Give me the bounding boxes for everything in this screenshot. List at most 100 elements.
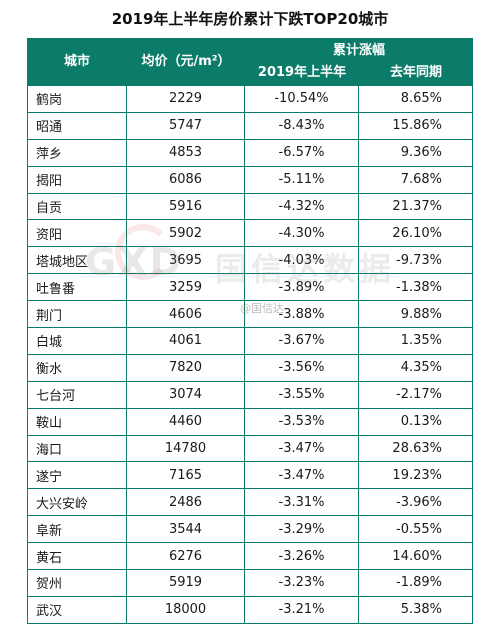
table-title: 2019年上半年房价累计下跌TOP20城市	[111, 10, 389, 28]
table-row: 大兴安岭 2486 -3.31% -3.96%	[28, 489, 472, 517]
cell-h1: -4.32%	[245, 193, 359, 220]
cell-h1: -3.26%	[245, 543, 359, 570]
cell-price: 7820	[127, 354, 245, 381]
cell-h1: -10.54%	[245, 86, 359, 112]
table-row: 塔城地区 3695 -4.03% -9.73%	[28, 247, 472, 275]
cell-yoy: 14.60%	[392, 548, 442, 564]
cell-price: 4061	[127, 328, 245, 354]
table-row: 资阳 5902 -4.30% 26.10%	[28, 220, 472, 248]
table-body: 鹤岗 2229 -10.54% 8.65% 昭通 5747 -8.43% 15.86% 萍乡 48…	[27, 86, 473, 624]
cell-city: 黄石	[28, 543, 127, 570]
cell-price: 3259	[127, 274, 245, 301]
ranking-table: 城市 均价（元/m²） 累计涨幅 2019年上半年 去年同期 鹤岗 2229 -10…	[27, 38, 473, 624]
table-row: 衡水 7820 -3.56% 4.35%	[28, 354, 472, 382]
cell-city: 萍乡	[28, 139, 127, 166]
table-row: 七台河 3074 -3.55% -2.17%	[28, 381, 472, 409]
cell-h1: -8.43%	[245, 112, 359, 139]
cell-city: 大兴安岭	[28, 489, 127, 516]
cell-yoy: -0.55%	[396, 521, 442, 537]
cell-price: 5902	[127, 220, 245, 247]
cell-yoy: 7.68%	[400, 172, 442, 188]
cell-city: 阜新	[28, 516, 127, 543]
cell-city: 七台河	[28, 381, 127, 408]
cell-h1: -3.23%	[245, 570, 359, 596]
cell-yoy: 26.10%	[392, 225, 442, 241]
header-same-period-last-year: 去年同期	[389, 65, 442, 80]
cell-price: 2486	[127, 489, 245, 516]
cell-city: 吐鲁番	[28, 274, 127, 301]
cell-price: 18000	[127, 596, 245, 623]
table-row: 贺州 5919 -3.23% -1.89%	[28, 570, 472, 597]
cell-price: 14780	[127, 435, 245, 462]
cell-h1: -6.57%	[245, 139, 359, 166]
table-row: 鹤岗 2229 -10.54% 8.65%	[28, 86, 472, 113]
table-header: 城市 均价（元/m²） 累计涨幅 2019年上半年 去年同期	[27, 38, 473, 86]
cell-h1: -3.55%	[245, 381, 359, 408]
cell-city: 鹤岗	[28, 86, 127, 112]
table-row: 遂宁 7165 -3.47% 19.23%	[28, 462, 472, 490]
cell-price: 5916	[127, 193, 245, 220]
cell-yoy: -9.73%	[396, 252, 442, 268]
cell-city: 武汉	[28, 596, 127, 623]
cell-yoy: -2.17%	[396, 387, 442, 403]
cell-city: 鞍山	[28, 408, 127, 435]
cell-yoy: 8.65%	[400, 91, 442, 107]
cell-price: 2229	[127, 86, 245, 112]
cell-price: 4606	[127, 301, 245, 328]
cell-h1: -3.47%	[245, 462, 359, 489]
cell-h1: -5.11%	[245, 166, 359, 193]
cell-city: 揭阳	[28, 166, 127, 193]
header-cumulative-change: 累计涨幅	[332, 43, 385, 58]
cell-yoy: -1.89%	[396, 575, 442, 591]
cell-yoy: 9.36%	[400, 145, 442, 161]
cell-yoy: 1.35%	[400, 333, 442, 349]
cell-yoy: 4.35%	[400, 360, 442, 376]
cell-h1: -3.47%	[245, 435, 359, 462]
header-city: 城市	[63, 54, 90, 69]
cell-h1: -3.29%	[245, 516, 359, 543]
table-row: 白城 4061 -3.67% 1.35%	[28, 328, 472, 355]
cell-yoy: 0.13%	[400, 414, 442, 430]
cell-h1: -3.31%	[245, 489, 359, 516]
cell-city: 荆门	[28, 301, 127, 328]
table-row: 海口 14780 -3.47% 28.63%	[28, 435, 472, 463]
header-h1-2019: 2019年上半年	[257, 65, 347, 80]
cell-h1: -3.88%	[245, 301, 359, 328]
cell-city: 塔城地区	[28, 247, 127, 274]
cell-yoy: 9.88%	[400, 306, 442, 322]
cell-price: 5747	[127, 112, 245, 139]
cell-h1: -3.67%	[245, 328, 359, 354]
cell-price: 7165	[127, 462, 245, 489]
cell-city: 衡水	[28, 354, 127, 381]
cell-h1: -3.89%	[245, 274, 359, 301]
table-row: 阜新 3544 -3.29% -0.55%	[28, 516, 472, 544]
cell-price: 6276	[127, 543, 245, 570]
cell-h1: -3.56%	[245, 354, 359, 381]
cell-yoy: 19.23%	[392, 467, 442, 483]
table-row: 昭通 5747 -8.43% 15.86%	[28, 112, 472, 140]
table-row: 萍乡 4853 -6.57% 9.36%	[28, 139, 472, 167]
table-row: 揭阳 6086 -5.11% 7.68%	[28, 166, 472, 194]
table-row: 武汉 18000 -3.21% 5.38%	[28, 596, 472, 624]
cell-city: 昭通	[28, 112, 127, 139]
table-row: 鞍山 4460 -3.53% 0.13%	[28, 408, 472, 436]
cell-price: 6086	[127, 166, 245, 193]
table-row: 自贡 5916 -4.32% 21.37%	[28, 193, 472, 221]
cell-yoy: 15.86%	[392, 118, 442, 134]
cell-city: 自贡	[28, 193, 127, 220]
cell-h1: -3.21%	[245, 596, 359, 623]
table-row: 荆门 4606 -3.88% 9.88%	[28, 301, 472, 329]
cell-yoy: 28.63%	[392, 441, 442, 457]
header-price: 均价（元/m²）	[141, 54, 231, 69]
table-row: 吐鲁番 3259 -3.89% -1.38%	[28, 274, 472, 302]
cell-price: 3074	[127, 381, 245, 408]
cell-city: 白城	[28, 328, 127, 354]
cell-h1: -4.30%	[245, 220, 359, 247]
cell-city: 资阳	[28, 220, 127, 247]
cell-price: 4460	[127, 408, 245, 435]
table-row: 黄石 6276 -3.26% 14.60%	[28, 543, 472, 571]
cell-price: 3544	[127, 516, 245, 543]
cell-city: 贺州	[28, 570, 127, 596]
cell-yoy: 21.37%	[392, 199, 442, 214]
cell-yoy: 5.38%	[400, 602, 442, 618]
